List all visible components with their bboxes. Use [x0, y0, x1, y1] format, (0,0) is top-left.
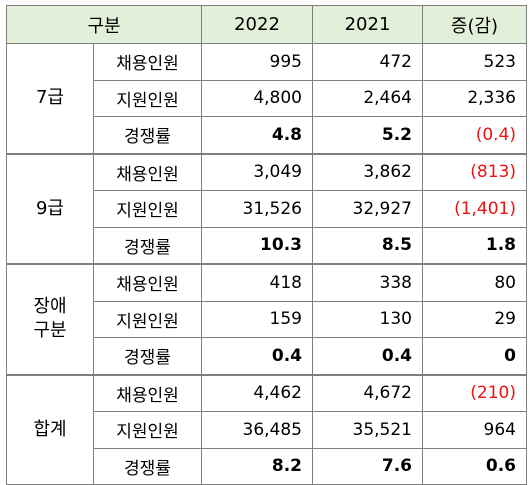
cell-2022: 31,526	[201, 190, 313, 228]
row-item-label: 채용인원	[93, 373, 202, 412]
cell-change: 0	[422, 337, 527, 375]
cell-change: 1.8	[422, 226, 527, 265]
cell-2021: 3,862	[312, 152, 423, 191]
table-row: 9급 채용인원 3,049 3,862 (813)	[6, 152, 527, 265]
cell-change: (210)	[422, 373, 527, 412]
cell-2021: 32,927	[312, 190, 423, 228]
cell-2021: 4,672	[312, 373, 423, 412]
row-item-label: 지원인원	[93, 411, 202, 449]
group-label-grade9: 9급	[6, 152, 94, 265]
table-row: 경쟁률 4.8 5.2 (0.4)	[7, 116, 527, 154]
row-item-label: 경쟁률	[93, 337, 202, 375]
row-item-label: 채용인원	[93, 263, 202, 302]
header-row: 구분 2022 2021 증(감)	[6, 5, 527, 44]
header-2021: 2021	[312, 5, 423, 44]
cell-2022: 10.3	[201, 226, 313, 265]
row-item-label: 지원인원	[93, 79, 202, 117]
table-row: 7급 채용인원 995 472 523	[6, 43, 527, 154]
group-label-line1: 장애	[33, 295, 67, 317]
cell-2021: 472	[312, 43, 423, 81]
cell-2022: 4.8	[201, 116, 313, 154]
header-2022: 2022	[201, 5, 313, 44]
cell-2022: 8.2	[201, 447, 313, 485]
cell-2022: 3,049	[201, 152, 313, 191]
cell-2021: 130	[312, 300, 423, 338]
cell-2022: 418	[201, 263, 313, 302]
cell-2022: 4,800	[201, 79, 313, 117]
cell-2022: 0.4	[201, 337, 313, 375]
cell-change: (813)	[422, 152, 527, 191]
row-item-label: 경쟁률	[93, 116, 202, 154]
header-category: 구분	[6, 5, 202, 44]
cell-2021: 8.5	[312, 226, 423, 265]
cell-change: 80	[422, 263, 527, 302]
table-row: 지원인원 31,526 32,927 (1,401)	[7, 190, 527, 228]
table-row: 경쟁률 8.2 7.6 0.6	[7, 447, 527, 485]
row-item-label: 지원인원	[93, 190, 202, 228]
row-item-label: 경쟁률	[93, 226, 202, 265]
cell-2022: 159	[201, 300, 313, 338]
row-item-label: 채용인원	[93, 152, 202, 191]
cell-change: 523	[422, 43, 527, 81]
cell-2022: 4,462	[201, 373, 313, 412]
table-row: 경쟁률 10.3 8.5 1.8	[7, 226, 527, 265]
cell-change: 2,336	[422, 79, 527, 117]
cell-2021: 35,521	[312, 411, 423, 449]
recruitment-stats-table: 구분 2022 2021 증(감) 7급 채용인원 995 472 523 지원…	[6, 5, 527, 485]
cell-change: 0.6	[422, 447, 527, 485]
group-label-total: 합계	[6, 373, 94, 485]
cell-2021: 338	[312, 263, 423, 302]
table-row: 장애 구분 채용인원 418 338 80	[6, 263, 527, 375]
group-label-line2: 구분	[33, 320, 67, 342]
cell-2021: 0.4	[312, 337, 423, 375]
table-row: 지원인원 4,800 2,464 2,336	[7, 79, 527, 117]
cell-2022: 36,485	[201, 411, 313, 449]
cell-change: 29	[422, 300, 527, 338]
cell-2022: 995	[201, 43, 313, 81]
cell-change: 964	[422, 411, 527, 449]
table-row: 합계 채용인원 4,462 4,672 (210)	[6, 373, 527, 485]
header-change: 증(감)	[422, 5, 527, 44]
cell-change: (0.4)	[422, 116, 527, 154]
group-label-disability: 장애 구분	[6, 263, 94, 375]
table-row: 경쟁률 0.4 0.4 0	[7, 337, 527, 375]
row-item-label: 채용인원	[93, 43, 202, 81]
table-row: 지원인원 159 130 29	[7, 300, 527, 338]
cell-change: (1,401)	[422, 190, 527, 228]
cell-2021: 7.6	[312, 447, 423, 485]
group-label-grade7: 7급	[6, 43, 94, 154]
cell-2021: 5.2	[312, 116, 423, 154]
row-item-label: 지원인원	[93, 300, 202, 338]
row-item-label: 경쟁률	[93, 447, 202, 485]
cell-2021: 2,464	[312, 79, 423, 117]
